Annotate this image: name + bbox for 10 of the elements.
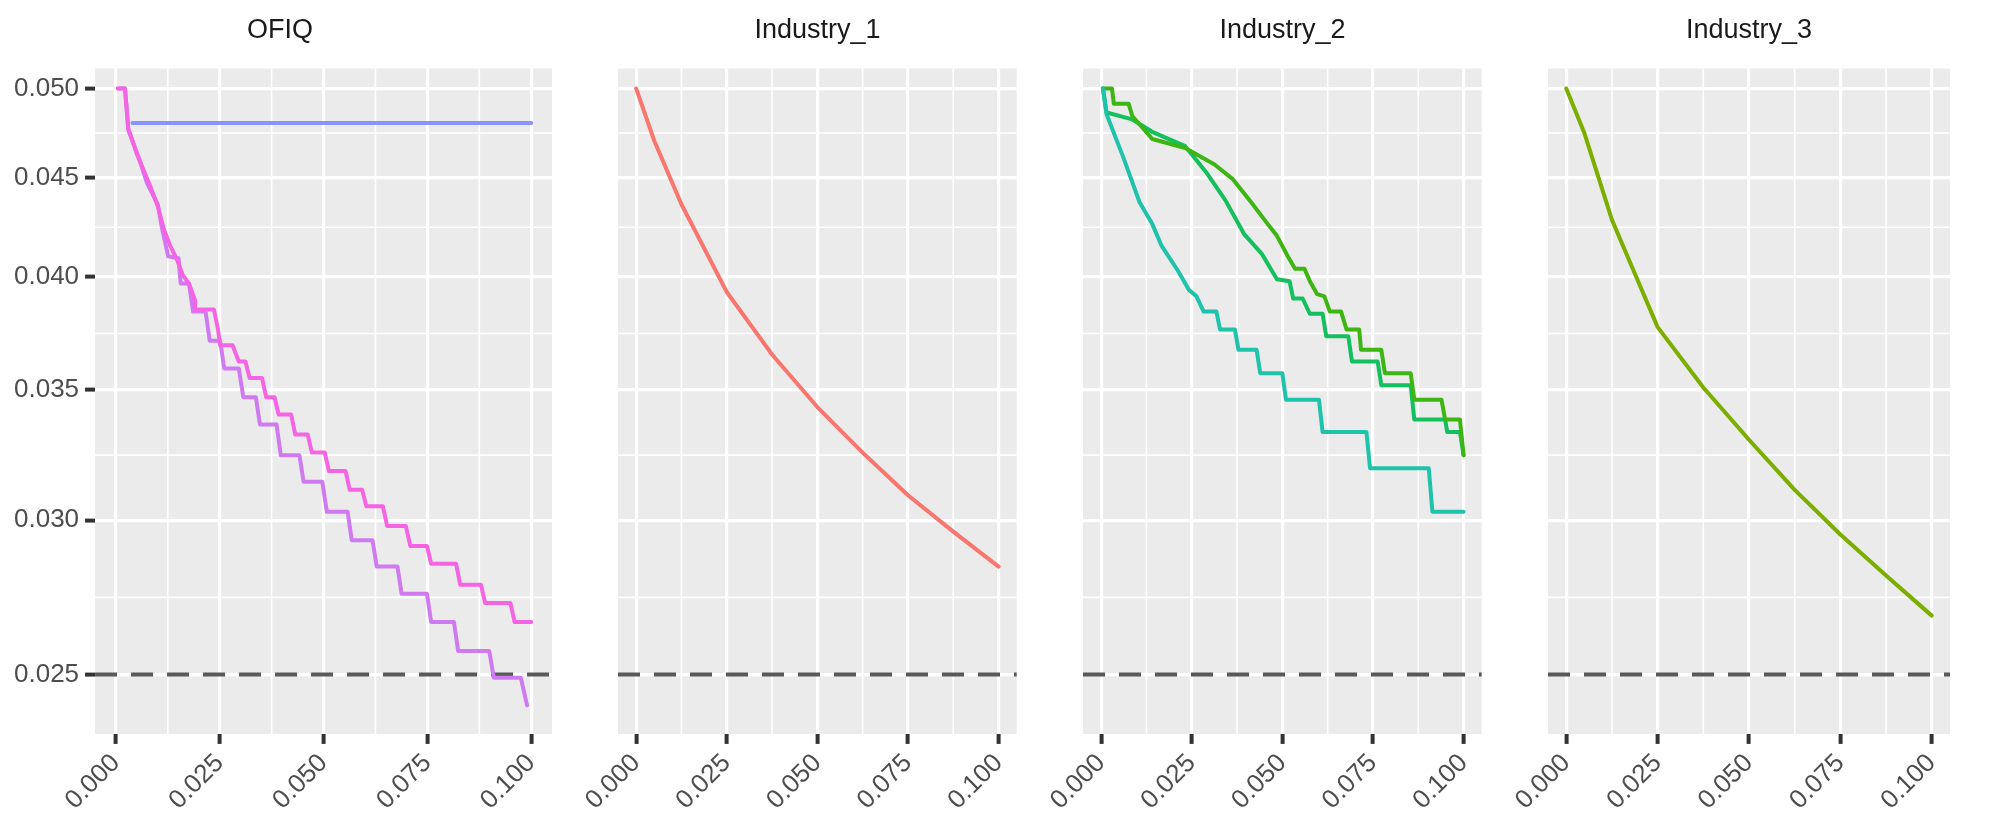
y-tick-label: 0.050 xyxy=(13,71,80,102)
y-tick-label: 0.025 xyxy=(13,657,80,688)
y-tick-label: 0.030 xyxy=(13,503,80,534)
chart-title: Industry_1 xyxy=(754,13,881,44)
y-tick-label: 0.035 xyxy=(13,373,80,404)
y-tick-label: 0.040 xyxy=(13,260,80,291)
y-tick-label: 0.045 xyxy=(13,160,80,191)
chart-title: Industry_3 xyxy=(1685,13,1813,44)
chart-title: OFIQ xyxy=(247,13,313,44)
chart-title: Industry_2 xyxy=(1219,13,1346,44)
